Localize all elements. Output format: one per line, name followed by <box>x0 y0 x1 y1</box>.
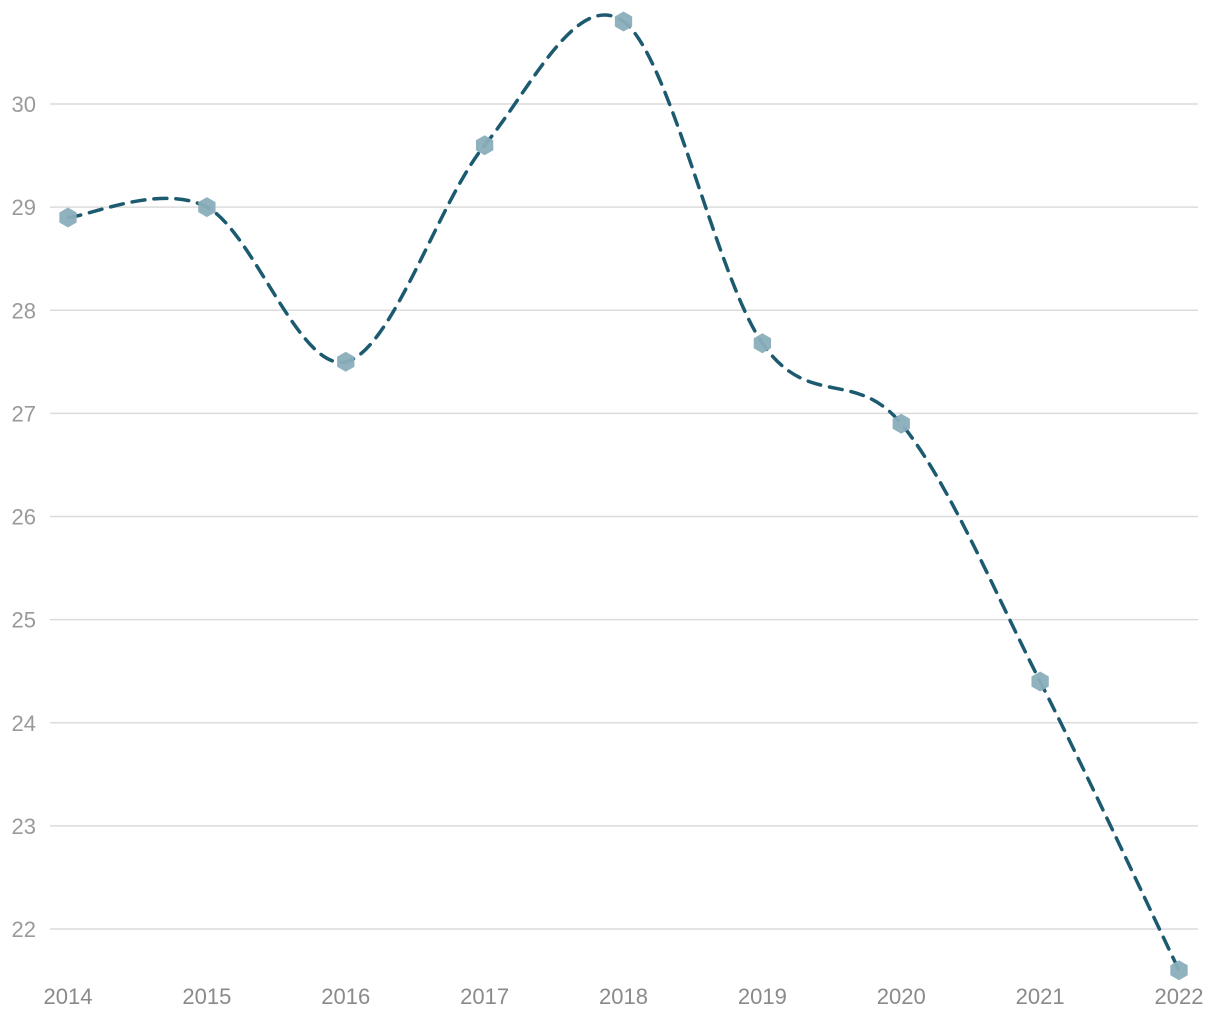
x-tick-label: 2019 <box>738 984 787 1009</box>
data-point-2015 <box>198 197 216 218</box>
y-tick-label: 29 <box>12 195 36 220</box>
x-tick-label: 2014 <box>44 984 93 1009</box>
data-point-2019 <box>753 333 772 354</box>
data-point-markers <box>59 11 1188 981</box>
y-tick-label: 28 <box>12 298 36 323</box>
series-line-0 <box>66 13 1181 972</box>
y-tick-label: 25 <box>12 608 36 633</box>
x-tick-label: 2018 <box>599 984 648 1009</box>
x-tick-label: 2021 <box>1016 984 1065 1009</box>
y-tick-label: 23 <box>12 814 36 839</box>
y-tick-label: 26 <box>12 505 36 530</box>
y-tick-label: 30 <box>12 92 36 117</box>
x-tick-label: 2016 <box>321 984 370 1009</box>
y-tick-label: 22 <box>12 917 36 942</box>
y-tick-label: 27 <box>12 401 36 426</box>
x-axis-tick-labels: 2014 2015 2016 2017 2018 2019 2020 2021 2022 <box>44 984 1204 1009</box>
data-point-2014 <box>59 207 77 228</box>
x-tick-label: 2017 <box>460 984 509 1009</box>
data-point-2016 <box>337 351 355 372</box>
series-lines <box>66 13 1181 972</box>
y-axis-tick-labels: 22 23 24 25 26 27 28 29 30 <box>12 92 36 942</box>
data-point-2017 <box>475 135 494 156</box>
data-point-2022 <box>1170 960 1188 981</box>
data-point-2018 <box>614 11 633 32</box>
y-tick-label: 24 <box>12 711 36 736</box>
x-tick-label: 2022 <box>1155 984 1204 1009</box>
x-tick-label: 2015 <box>182 984 231 1009</box>
data-point-2020 <box>892 413 910 434</box>
x-tick-label: 2020 <box>877 984 926 1009</box>
gridlines <box>50 103 1198 930</box>
data-point-2021 <box>1031 671 1049 692</box>
